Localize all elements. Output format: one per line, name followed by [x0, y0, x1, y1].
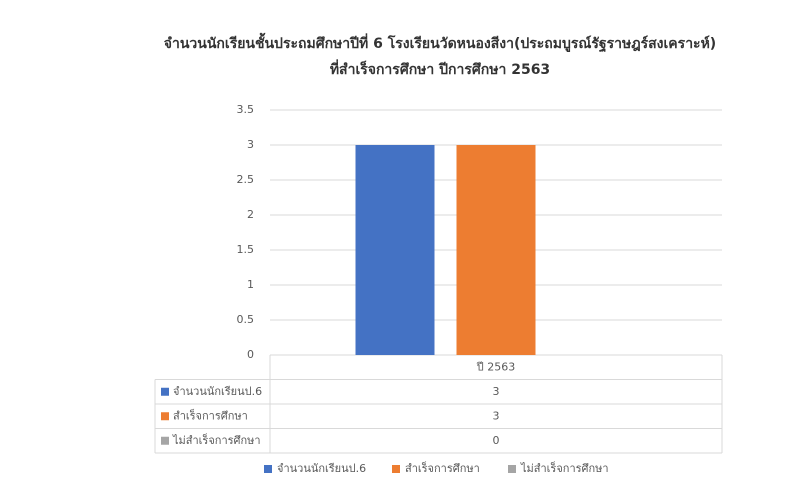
legend-key — [508, 465, 516, 473]
chart-title: จำนวนนักเรียนชั้นประถมศึกษาปีที่ 6 โรงเร… — [164, 32, 716, 53]
legend-label: ไม่สำเร็จการศึกษา — [520, 461, 609, 475]
y-tick-label: 3 — [247, 138, 254, 151]
table-series-name: สำเร็จการศึกษา — [173, 408, 248, 422]
x-tick-label: ปี 2563 — [476, 360, 516, 373]
y-tick-label: 0.5 — [237, 313, 255, 326]
table-value: 3 — [493, 409, 500, 422]
y-tick-label: 0 — [247, 348, 254, 361]
y-tick-label: 1.5 — [237, 243, 255, 256]
table-value: 0 — [493, 434, 500, 447]
table-legend-key — [161, 412, 169, 421]
legend-key — [264, 465, 272, 473]
bar — [456, 145, 536, 355]
y-tick-label: 3.5 — [237, 103, 255, 116]
legend-key — [392, 465, 400, 473]
table-series-name: ไม่สำเร็จการศึกษา — [172, 433, 261, 447]
table-series-name: จำนวนนักเรียนป.6 — [173, 385, 262, 398]
table-value: 3 — [493, 385, 500, 398]
y-tick-label: 1 — [247, 278, 254, 291]
chart-title: ที่สำเร็จการศึกษา ปีการศึกษา 2563 — [330, 59, 550, 78]
y-tick-label: 2.5 — [237, 173, 255, 186]
legend-label: สำเร็จการศึกษา — [405, 461, 480, 475]
legend-label: จำนวนนักเรียนป.6 — [277, 462, 366, 475]
table-legend-key — [161, 387, 169, 396]
bar — [355, 145, 435, 355]
table-legend-key — [161, 436, 169, 445]
y-tick-label: 2 — [247, 208, 254, 221]
